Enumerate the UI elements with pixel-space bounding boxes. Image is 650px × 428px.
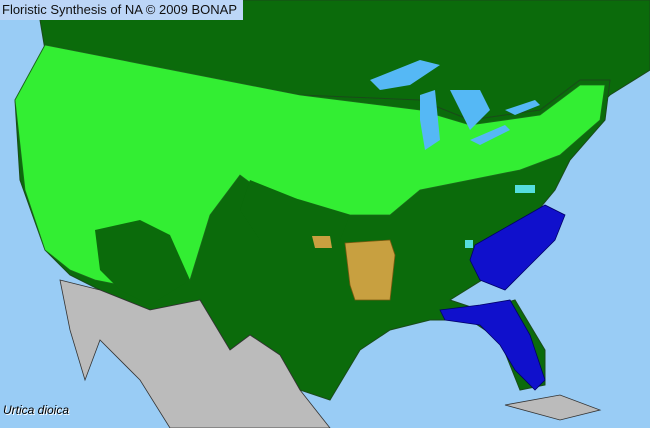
map-title: Floristic Synthesis of NA © 2009 BONAP bbox=[0, 0, 244, 20]
dark-patch-southwest bbox=[95, 220, 190, 305]
lake-huron bbox=[450, 90, 490, 130]
lake-erie bbox=[470, 125, 510, 145]
blue-florida bbox=[439, 299, 546, 391]
orange-arkansas bbox=[344, 239, 396, 301]
orange-oklahoma-counties bbox=[312, 236, 332, 248]
cuba bbox=[504, 394, 602, 421]
dark-patch-plains bbox=[240, 180, 350, 240]
species-name: Urtica dioica bbox=[3, 403, 70, 417]
lake-ontario bbox=[505, 100, 540, 115]
cyan-counties-virginia bbox=[515, 185, 535, 193]
lake-superior bbox=[370, 60, 440, 90]
cyan-counties-georgia bbox=[465, 240, 473, 248]
lake-michigan bbox=[420, 90, 440, 150]
mexico-region bbox=[59, 279, 331, 428]
blue-carolinas-georgia bbox=[469, 204, 566, 291]
